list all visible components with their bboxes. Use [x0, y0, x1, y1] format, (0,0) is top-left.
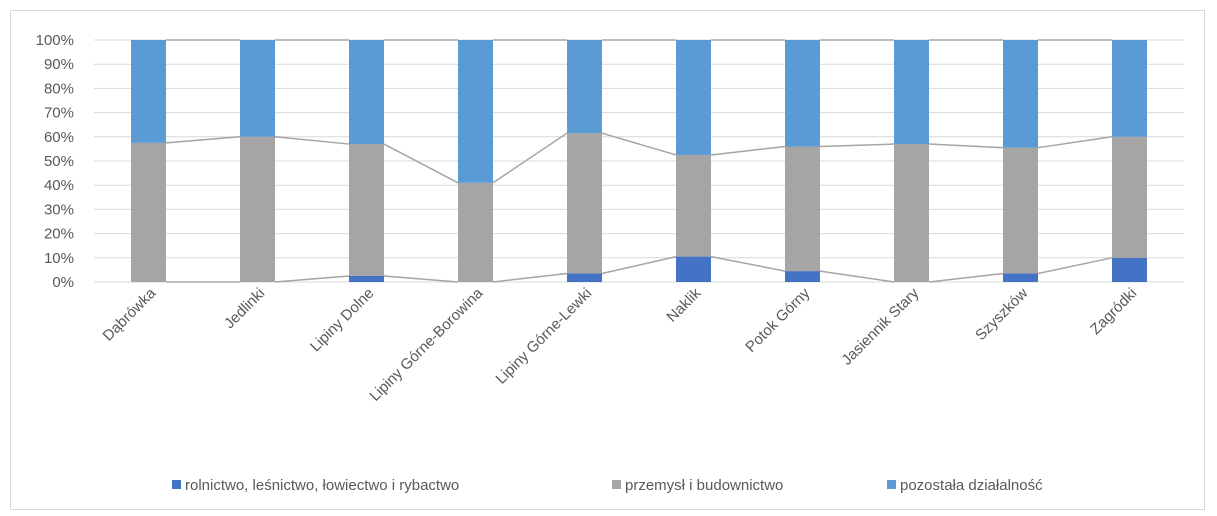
- y-tick-label: 30%: [44, 201, 74, 218]
- bar-segment: [676, 154, 711, 257]
- bar-segment: [458, 40, 493, 183]
- legend-label: rolnictwo, leśnictwo, łowiectwo i rybact…: [185, 477, 459, 494]
- bar-segment: [349, 275, 384, 282]
- bar-segment: [240, 40, 275, 137]
- series-line: [383, 275, 459, 283]
- series-line: [710, 255, 786, 272]
- bar-segment: [1112, 136, 1147, 258]
- series-line: [819, 143, 895, 148]
- y-tick-label: 100%: [36, 32, 74, 49]
- series-line: [383, 143, 459, 184]
- bar-segment: [131, 40, 166, 143]
- x-tick-label: Jedlinki: [221, 285, 268, 332]
- bar-segment: [1003, 40, 1038, 148]
- bar-segment: [1112, 257, 1147, 282]
- y-tick-label: 80%: [44, 80, 74, 97]
- legend-swatch: [612, 480, 621, 489]
- legend-swatch: [172, 480, 181, 489]
- x-tick-label: Zagródki: [1087, 285, 1140, 338]
- bar-segment: [349, 40, 384, 145]
- legend-label: pozostała działalność: [900, 477, 1043, 494]
- x-tick-label: Naklik: [663, 284, 704, 325]
- series-line: [601, 132, 677, 156]
- bar-segment: [785, 146, 820, 272]
- series-line: [492, 132, 568, 184]
- series-line: [1037, 257, 1113, 275]
- bar-segment: [131, 142, 166, 282]
- series-line: [492, 272, 568, 283]
- x-tick-label: Lipiny Górne-Borowina: [366, 284, 486, 404]
- x-tick-label: Lipiny Górne-Lewki: [493, 285, 596, 388]
- legend: rolnictwo, leśnictwo, łowiectwo i rybact…: [172, 477, 1043, 494]
- bar-segment: [1003, 147, 1038, 274]
- bar-segment: [676, 256, 711, 282]
- bars: [131, 40, 1147, 282]
- bar-segment: [1112, 40, 1147, 137]
- y-tick-label: 70%: [44, 105, 74, 122]
- bar-segment: [458, 182, 493, 282]
- bar-segment: [1003, 273, 1038, 282]
- y-tick-label: 50%: [44, 153, 74, 170]
- bar-segment: [567, 273, 602, 282]
- series-line: [710, 145, 786, 156]
- y-tick-label: 90%: [44, 56, 74, 73]
- series-line: [928, 272, 1004, 283]
- series-line: [819, 270, 895, 283]
- series-line: [165, 136, 241, 144]
- x-tick-label: Jasiennik Stary: [838, 284, 922, 368]
- legend-swatch: [887, 480, 896, 489]
- y-tick-label: 20%: [44, 226, 74, 243]
- bar-segment: [785, 271, 820, 282]
- bar-segment: [785, 40, 820, 147]
- y-tick-label: 0%: [52, 274, 74, 291]
- bar-segment: [894, 40, 929, 145]
- x-tick-label: Dąbrówka: [100, 284, 160, 344]
- y-tick-label: 40%: [44, 177, 74, 194]
- bar-segment: [349, 144, 384, 276]
- bar-segment: [894, 144, 929, 282]
- series-lines: [165, 39, 1113, 283]
- y-tick-label: 10%: [44, 250, 74, 267]
- bar-segment: [676, 40, 711, 155]
- y-axis-ticks: 0% 10% 20% 30% 40% 50% 60% 70% 80% 90% 100%: [36, 32, 74, 291]
- series-line: [274, 275, 350, 283]
- x-tick-label: Szyszków: [972, 285, 1031, 344]
- legend-label: przemysł i budownictwo: [625, 477, 783, 494]
- series-line: [601, 255, 677, 275]
- bar-segment: [567, 40, 602, 134]
- bar-segment: [240, 136, 275, 282]
- x-tick-label: Lipiny Dolne: [307, 285, 377, 355]
- series-line: [1037, 136, 1113, 149]
- x-tick-label: Potok Górny: [742, 284, 813, 355]
- bar-segment: [567, 133, 602, 274]
- y-tick-label: 60%: [44, 129, 74, 146]
- series-line: [274, 136, 350, 145]
- series-line: [928, 143, 1004, 149]
